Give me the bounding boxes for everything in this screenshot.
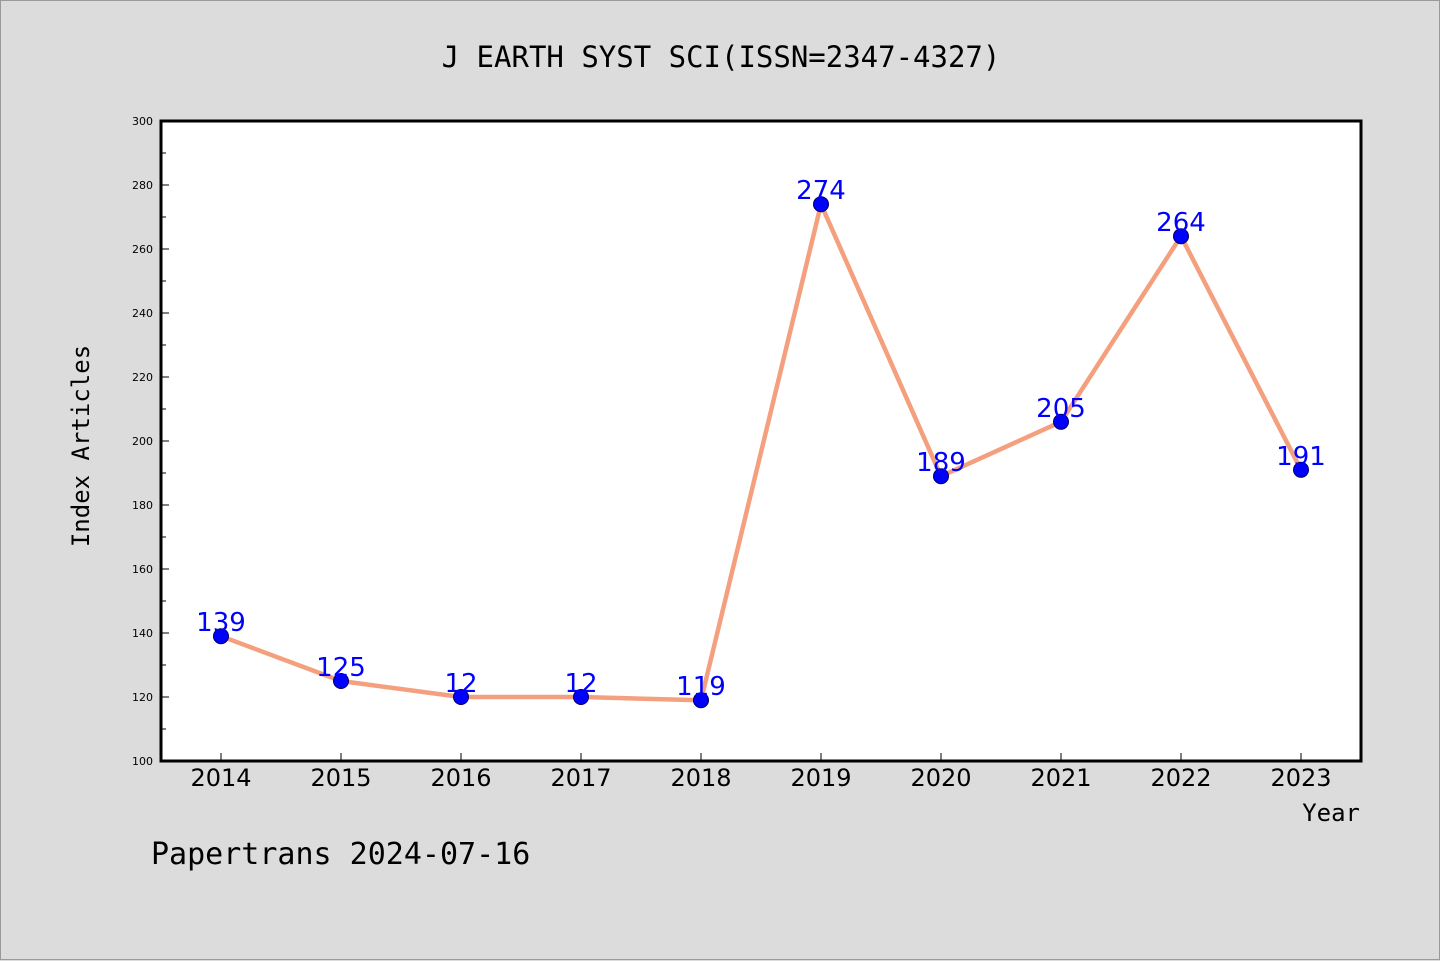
y-tick-label: 180 [132, 499, 153, 512]
y-tick-label: 220 [132, 371, 153, 384]
footer-watermark: Papertrans 2024-07-16 [151, 837, 530, 872]
data-label: 139 [196, 608, 246, 638]
x-tick-label: 2022 [1150, 764, 1211, 792]
series-line [218, 201, 1304, 703]
y-tick-label: 200 [132, 435, 153, 448]
data-labels: 139 125 12 12 119 274 189 205 264 191 [196, 176, 1326, 702]
data-label: 12 [564, 669, 597, 699]
y-tick-label: 240 [132, 307, 153, 320]
y-tick-label: 140 [132, 627, 153, 640]
y-tick-label: 280 [132, 179, 153, 192]
data-point [1053, 413, 1069, 430]
data-label: 119 [676, 672, 726, 702]
data-point [933, 468, 949, 485]
data-label: 264 [1156, 208, 1206, 238]
x-axis: 2014 2015 2016 2017 2018 2019 2020 2021 2022 2023 [190, 753, 1332, 792]
x-tick-label: 2016 [430, 764, 491, 792]
y-tick-label: 300 [132, 115, 153, 128]
x-tick-label: 2017 [550, 764, 611, 792]
x-axis-title: Year [1302, 799, 1360, 827]
x-tick-label: 2019 [790, 764, 851, 792]
x-tick-label: 2018 [670, 764, 731, 792]
x-tick-label: 2021 [1030, 764, 1091, 792]
data-label: 191 [1276, 442, 1326, 472]
y-axis: 100 120 140 160 180 200 220 240 260 280 300 [132, 115, 169, 768]
x-tick-label: 2020 [910, 764, 971, 792]
data-point [213, 628, 229, 645]
data-point [453, 689, 469, 705]
y-tick-label: 260 [132, 243, 153, 256]
data-label: 189 [916, 448, 966, 478]
data-point [1173, 228, 1189, 245]
data-label: 125 [316, 653, 366, 683]
data-label: 205 [1036, 394, 1086, 424]
data-point [813, 196, 829, 213]
x-tick-label: 2015 [310, 764, 371, 792]
data-label: 12 [444, 669, 477, 699]
plot-border [159, 119, 1363, 763]
x-tick-label: 2023 [1270, 764, 1331, 792]
y-tick-label: 100 [132, 755, 153, 768]
data-point [573, 689, 589, 705]
x-tick-label: 2014 [190, 764, 251, 792]
plot-area [161, 121, 1361, 761]
chart-title: J EARTH SYST SCI(ISSN=2347-4327) [442, 40, 1001, 74]
y-tick-label: 160 [132, 563, 153, 576]
y-axis-title: Index Articles [67, 345, 95, 547]
y-tick-label: 120 [132, 691, 153, 704]
data-point [333, 673, 349, 689]
data-markers [213, 196, 1309, 709]
data-point [693, 692, 709, 709]
data-label: 274 [796, 176, 846, 206]
data-point [1293, 461, 1309, 478]
